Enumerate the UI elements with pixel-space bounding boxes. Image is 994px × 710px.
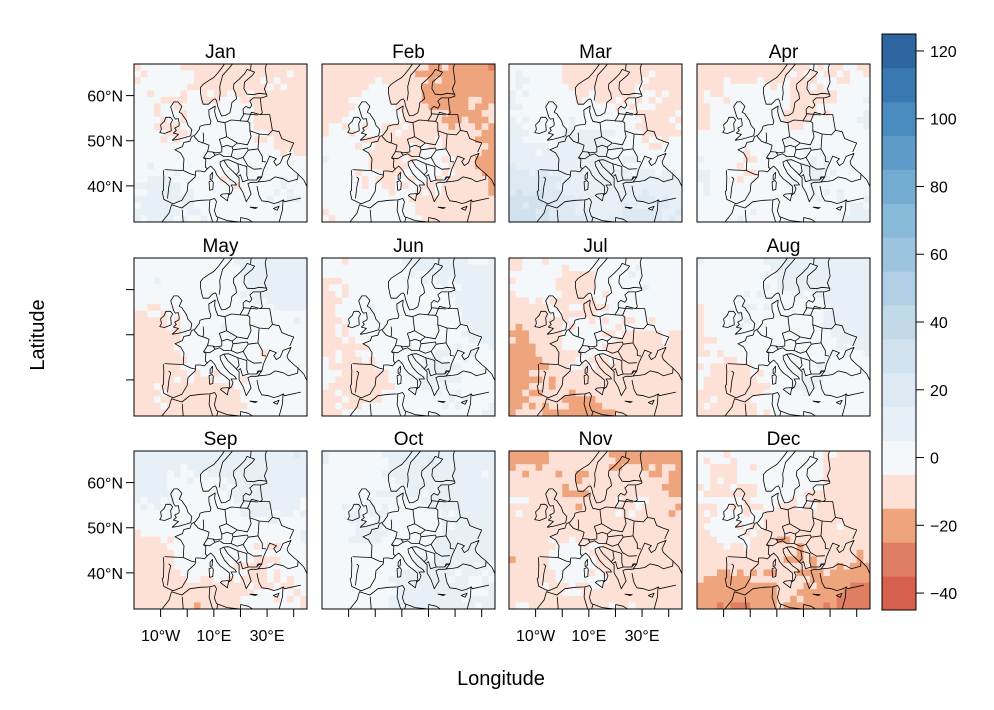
panel-title: Jan (205, 42, 236, 63)
lon-tick-label: 30°E (625, 628, 660, 645)
panel-nov: Nov (508, 429, 683, 610)
colorbar-segment (882, 508, 916, 543)
colorbar-tick-label: 120 (930, 44, 957, 61)
panel-title: Apr (769, 42, 799, 63)
panel-frame (508, 63, 683, 223)
lat-tick-label: 40°N (87, 179, 123, 196)
panel-jun: Jun (321, 236, 496, 417)
lat-tick-label: 60°N (87, 476, 123, 493)
colorbar-segment (882, 67, 916, 103)
y-axis-label: Latitude (27, 299, 49, 370)
colorbar-segment (882, 542, 916, 577)
colorbar-segment (882, 169, 916, 204)
panel-title: May (203, 236, 239, 257)
panel-title: Feb (392, 42, 425, 63)
panel-title: Mar (579, 42, 612, 63)
colorbar-tick-label: −20 (930, 518, 957, 535)
lon-tick-label: 10°W (516, 628, 556, 645)
panel-title: Nov (579, 429, 613, 450)
colorbar: −40 −20 0 20 40 60 80 100 120 (881, 33, 957, 611)
panel-title: Sep (204, 429, 238, 450)
panel-jul: Jul (508, 236, 683, 417)
coastlines-borders (722, 451, 870, 609)
lon-tick-label: 10°E (196, 628, 231, 645)
anomaly-field (322, 258, 495, 416)
colorbar-segment (882, 406, 916, 441)
colorbar-tick-label: 80 (930, 179, 948, 196)
lat-tick-label: 60°N (87, 89, 123, 106)
panel-frame (133, 257, 308, 417)
coastlines-borders (722, 64, 870, 222)
colorbar-segment (882, 576, 916, 611)
panel-frame (696, 257, 871, 417)
coastlines-borders (347, 64, 495, 222)
panel-title: Oct (394, 429, 424, 450)
colorbar-tick-label: 0 (930, 451, 939, 468)
coastlines-borders (534, 451, 682, 609)
panel-frame (133, 450, 308, 610)
colorbar-segment (882, 474, 916, 509)
axes: 40°N 50°N 60°N 40°N 50°N 60°N 10°W 10°E 30°E 10°W… (87, 89, 858, 645)
panel-dec: Dec (696, 429, 871, 610)
panel-title: Jun (393, 236, 424, 257)
panel-oct: Oct (321, 429, 496, 610)
lon-tick-label: 30°E (250, 628, 285, 645)
panel-title: Jul (583, 236, 607, 257)
lon-tick-label: 10°E (571, 628, 606, 645)
coastlines-borders (722, 258, 870, 416)
coastlines-borders (347, 451, 495, 609)
colorbar-tick-label: 40 (930, 315, 948, 332)
colorbar-segment (882, 34, 916, 69)
x-axis-label: Longitude (457, 668, 545, 690)
panel-frame (696, 63, 871, 223)
lat-tick-label: 50°N (87, 521, 123, 538)
panel-sep: Sep (133, 429, 308, 610)
colorbar-segment (882, 271, 916, 306)
panel-title: Dec (767, 429, 801, 450)
panel-jan: Jan (133, 42, 308, 223)
panel-frame (321, 257, 496, 417)
panel-frame (321, 63, 496, 223)
colorbar-segment (882, 305, 916, 340)
colorbar-segment (882, 203, 916, 238)
coastlines-borders (534, 258, 682, 416)
panel-aug: Aug (696, 236, 871, 417)
anomaly-field (134, 258, 307, 416)
panel-frame (696, 450, 871, 610)
panel-title: Aug (767, 236, 801, 257)
lat-tick-label: 40°N (87, 566, 123, 583)
colorbar-segment (882, 135, 916, 170)
coastlines-borders (159, 64, 307, 222)
coastlines-borders (347, 258, 495, 416)
panel-may: May (133, 236, 308, 417)
colorbar-tick-label: −40 (930, 586, 957, 603)
map-panels: Jan Feb Mar Apr May Jun Jul Aug Sep Oct Nov Dec (133, 42, 871, 610)
panel-frame (133, 63, 308, 223)
coastlines-borders (159, 451, 307, 609)
coastlines-borders (159, 258, 307, 416)
panel-mar: Mar (508, 42, 683, 223)
lon-tick-label: 10°W (141, 628, 181, 645)
panel-frame (508, 257, 683, 417)
lat-tick-label: 50°N (87, 134, 123, 151)
colorbar-segment (882, 440, 916, 475)
colorbar-segment (882, 237, 916, 272)
panel-feb: Feb (321, 42, 496, 223)
colorbar-tick-label: 100 (930, 112, 957, 129)
colorbar-tick-label: 20 (930, 383, 948, 400)
panel-frame (321, 450, 496, 610)
colorbar-segment (882, 372, 916, 408)
panel-frame (508, 450, 683, 610)
panel-apr: Apr (696, 42, 871, 223)
colorbar-tick-label: 60 (930, 247, 948, 264)
colorbar-segment (882, 101, 916, 137)
coastlines-borders (534, 64, 682, 222)
colorbar-segment (882, 338, 916, 374)
